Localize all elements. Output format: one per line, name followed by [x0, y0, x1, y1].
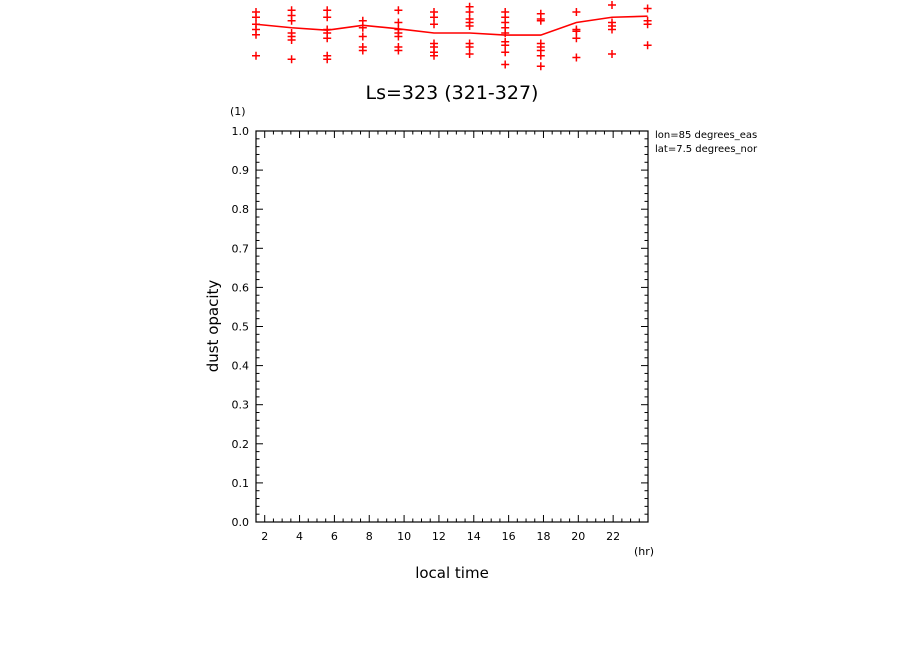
previous-panel-clipped — [252, 1, 652, 71]
y-tick-label: 0.5 — [232, 321, 250, 334]
chart-title: Ls=323 (321-327) — [366, 82, 539, 104]
data-point-marker — [287, 55, 296, 64]
data-point-marker — [608, 1, 616, 9]
data-point-marker — [358, 46, 367, 55]
x-axis-unit: (hr) — [634, 545, 654, 558]
annotation-longitude: lon=85 degrees_eas — [655, 130, 757, 141]
x-tick-label: 2 — [261, 530, 268, 543]
data-point-marker — [501, 60, 510, 69]
data-point-marker — [323, 55, 332, 64]
data-point-marker — [643, 4, 652, 13]
x-tick-label: 22 — [606, 530, 620, 543]
data-point-marker — [643, 41, 652, 50]
data-point-marker — [252, 51, 260, 60]
x-axis: 2 4 6 8 10 12 14 16 18 20 22 — [261, 131, 649, 543]
y-tick-label: 0.0 — [232, 516, 250, 529]
data-point-marker — [252, 30, 260, 39]
data-point-marker — [501, 29, 510, 37]
y-axis-unit: (1) — [230, 105, 246, 118]
x-tick-label: 12 — [432, 530, 446, 543]
data-point-marker — [323, 13, 332, 22]
y-tick-label: 0.8 — [232, 203, 250, 216]
data-point-marker — [430, 13, 438, 22]
y-tick-label: 0.3 — [232, 399, 250, 412]
data-point-marker — [287, 36, 296, 44]
data-point-marker — [608, 25, 616, 34]
data-point-marker — [572, 53, 581, 62]
data-point-marker — [394, 46, 403, 55]
annotation-latitude: lat=7.5 degrees_nor — [655, 144, 758, 155]
data-point-marker — [465, 8, 474, 16]
data-point-marker — [501, 41, 510, 50]
y-tick-label: 0.9 — [232, 164, 250, 177]
data-point-marker — [430, 20, 438, 29]
data-point-marker — [608, 50, 616, 58]
data-point-marker — [394, 32, 403, 41]
x-axis-label: local time — [415, 564, 489, 582]
x-tick-label: 18 — [536, 530, 550, 543]
data-point-marker — [465, 43, 474, 51]
y-axis-label: dust opacity — [204, 280, 222, 373]
series-mean-line — [255, 15, 648, 36]
x-tick-label: 16 — [502, 530, 516, 543]
plot-area — [255, 130, 649, 523]
data-point-marker — [430, 51, 438, 60]
x-tick-label: 10 — [397, 530, 411, 543]
data-point-marker — [465, 22, 474, 30]
data-point-marker — [465, 50, 474, 58]
x-tick-label: 20 — [571, 530, 585, 543]
data-point-marker — [323, 34, 332, 43]
data-point-marker — [572, 27, 581, 36]
data-point-marker — [572, 34, 581, 43]
data-point-marker — [287, 16, 296, 25]
data-point-marker — [536, 51, 545, 60]
data-point-marker — [252, 13, 260, 22]
data-point-marker — [394, 6, 403, 15]
x-tick-label: 4 — [296, 530, 303, 543]
data-point-marker — [536, 16, 545, 25]
data-point-marker — [323, 6, 332, 15]
data-point-marker — [394, 18, 403, 27]
y-tick-label: 0.7 — [232, 242, 250, 255]
data-point-marker — [501, 48, 510, 57]
data-point-marker — [643, 20, 652, 29]
y-tick-label: 0.1 — [232, 477, 250, 490]
data-point-marker — [358, 23, 367, 32]
y-tick-label: 0.6 — [232, 281, 250, 294]
y-axis: 0.0 0.1 0.2 0.3 0.4 0.5 0.6 0.7 0.8 0.9 1.0 — [232, 125, 648, 529]
data-point-marker — [536, 62, 545, 71]
y-tick-label: 0.4 — [232, 360, 250, 373]
data-point-marker — [358, 16, 367, 25]
x-tick-label: 14 — [467, 530, 481, 543]
x-tick-label: 6 — [331, 530, 338, 543]
y-tick-label: 0.2 — [232, 438, 250, 451]
data-point-marker — [572, 8, 581, 16]
x-tick-label: 8 — [366, 530, 373, 543]
data-point-marker — [358, 32, 367, 41]
y-tick-label: 1.0 — [232, 125, 250, 138]
